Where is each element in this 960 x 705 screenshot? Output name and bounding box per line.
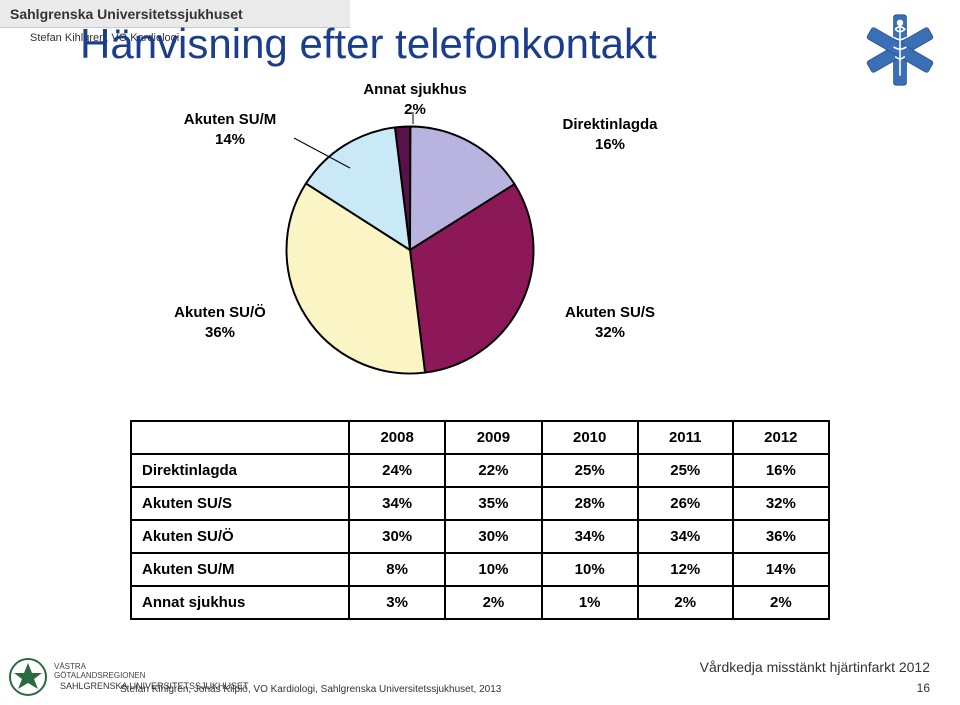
table-cell: 28%: [542, 487, 638, 520]
table-row: Direktinlagda24%22%25%25%16%: [131, 454, 829, 487]
table-row-label: Annat sjukhus: [131, 586, 349, 619]
pie-label-annat: Annat sjukhus 2%: [350, 80, 480, 119]
table-col-header: 2012: [733, 421, 829, 454]
table-corner: [131, 421, 349, 454]
table-cell: 12%: [638, 553, 733, 586]
table-cell: 35%: [445, 487, 541, 520]
page-number: 16: [917, 681, 930, 695]
medical-logo-icon: [860, 10, 940, 90]
table-cell: 34%: [638, 520, 733, 553]
table-col-header: 2011: [638, 421, 733, 454]
table-cell: 16%: [733, 454, 829, 487]
footer-credit: Stefan Kihlgren, Jonas Kilpiö, VO Kardio…: [120, 684, 501, 695]
data-table: 20082009201020112012Direktinlagda24%22%2…: [130, 420, 830, 620]
table-row-label: Akuten SU/M: [131, 553, 349, 586]
table-row: Akuten SU/M8%10%10%12%14%: [131, 553, 829, 586]
table-cell: 10%: [445, 553, 541, 586]
table-cell: 10%: [542, 553, 638, 586]
table-cell: 34%: [542, 520, 638, 553]
table-row: Akuten SU/Ö30%30%34%34%36%: [131, 520, 829, 553]
table-cell: 25%: [638, 454, 733, 487]
table-cell: 30%: [349, 520, 445, 553]
table-col-header: 2010: [542, 421, 638, 454]
table-cell: 14%: [733, 553, 829, 586]
table-row: Akuten SU/S34%35%28%26%32%: [131, 487, 829, 520]
pie-label-suo: Akuten SU/Ö 36%: [155, 303, 285, 342]
region-name: VÄSTRA GÖTALANDSREGIONEN: [54, 663, 249, 681]
footer-subtitle: Vårdkedja misstänkt hjärtinfarkt 2012: [700, 659, 930, 675]
table-cell: 8%: [349, 553, 445, 586]
table-cell: 26%: [638, 487, 733, 520]
table-cell: 2%: [638, 586, 733, 619]
pie-label-sus: Akuten SU/S 32%: [545, 303, 675, 342]
table-cell: 2%: [445, 586, 541, 619]
table-cell: 3%: [349, 586, 445, 619]
region-logo-icon: [8, 657, 48, 697]
table-row: Annat sjukhus3%2%1%2%2%: [131, 586, 829, 619]
table-row-label: Direktinlagda: [131, 454, 349, 487]
table-cell: 24%: [349, 454, 445, 487]
table-col-header: 2008: [349, 421, 445, 454]
table-cell: 25%: [542, 454, 638, 487]
pie-label-direkt: Direktinlagda 16%: [545, 115, 675, 154]
table-cell: 32%: [733, 487, 829, 520]
page-title: Hänvisning efter telefonkontakt: [80, 20, 657, 68]
table-row-label: Akuten SU/Ö: [131, 520, 349, 553]
pie-label-sum: Akuten SU/M 14%: [165, 110, 295, 149]
table-cell: 2%: [733, 586, 829, 619]
table-cell: 22%: [445, 454, 541, 487]
table-row-label: Akuten SU/S: [131, 487, 349, 520]
table-cell: 1%: [542, 586, 638, 619]
table-cell: 34%: [349, 487, 445, 520]
table-cell: 36%: [733, 520, 829, 553]
table-cell: 30%: [445, 520, 541, 553]
pie-chart: [280, 120, 540, 380]
table-col-header: 2009: [445, 421, 541, 454]
